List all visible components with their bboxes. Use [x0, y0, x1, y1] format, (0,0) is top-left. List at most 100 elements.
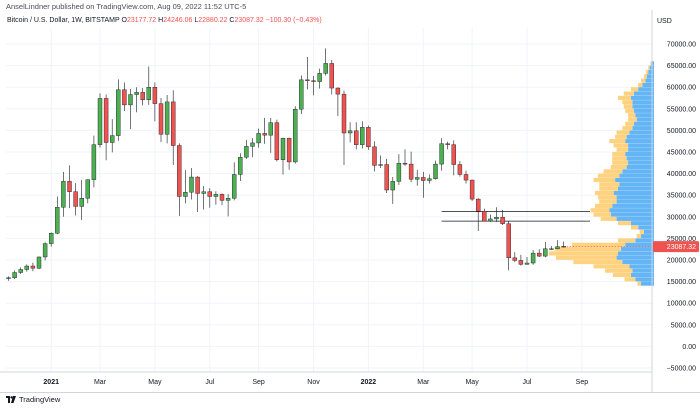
volume-profile-down-bar: [615, 134, 627, 139]
volume-profile-down-bar: [594, 190, 614, 195]
candle-body: [299, 79, 304, 110]
volume-profile-up-bar: [648, 69, 654, 75]
time-tick-label: May: [148, 379, 162, 386]
candle: [482, 208, 487, 222]
volume-profile-down-bar: [597, 195, 617, 200]
candle: [372, 141, 377, 172]
time-axis[interactable]: 2021 Mar May Jul Sep Nov 2022 Mar May Jul Sep: [0, 371, 652, 386]
candle-body: [354, 130, 359, 145]
candle: [293, 106, 298, 164]
volume-profile-up-bar: [641, 281, 654, 286]
candle: [317, 68, 322, 89]
volume-profile-up-bar: [646, 74, 654, 79]
candle-body: [85, 179, 91, 199]
candle-body: [323, 63, 328, 74]
volume-profile-down-bar: [636, 234, 642, 239]
candle: [79, 180, 84, 220]
price-tick-label: 45000.00: [667, 150, 696, 157]
candle-body: [500, 217, 505, 224]
candle-body: [378, 164, 383, 166]
volume-profile-up-bar: [638, 87, 654, 92]
candle: [512, 252, 517, 263]
candle: [280, 137, 286, 175]
candle: [390, 177, 395, 204]
candle-body: [280, 137, 286, 160]
price-chart[interactable]: USD −5000.00 0.00 5000.00 10000.00 15000.00 2…: [0, 0, 700, 392]
candle-body: [262, 133, 267, 136]
candle-body: [537, 252, 542, 257]
candle: [469, 179, 475, 201]
volume-profile-down-bar: [650, 61, 652, 66]
price-tick-label: 20000.00: [667, 258, 696, 265]
candle: [274, 119, 280, 162]
candle-body: [543, 248, 548, 257]
volume-profile-up-bar: [616, 216, 654, 221]
candle-body: [427, 178, 432, 181]
publisher-line: AnselLindner published on TradingView.co…: [6, 2, 247, 11]
candle-body: [97, 98, 103, 145]
candle-body: [189, 176, 194, 193]
price-tick-label: 65000.00: [667, 63, 696, 70]
candle-body: [158, 103, 164, 135]
price-axis[interactable]: USD −5000.00 0.00 5000.00 10000.00 15000.00 2…: [651, 10, 696, 392]
volume-profile-down-bar: [593, 177, 616, 183]
candle: [238, 153, 243, 181]
volume-profile-down-bar: [594, 203, 613, 208]
symbol-title: Bitcoin / U.S. Dollar, 1W, BITSTAMP: [7, 17, 120, 24]
price-tick-label: 55000.00: [667, 106, 696, 113]
candle: [445, 141, 450, 150]
candle-body: [49, 233, 54, 244]
candle-body: [30, 265, 36, 269]
candle: [128, 88, 133, 130]
candle-body: [6, 277, 11, 279]
tradingview-logo-icon[interactable]: [6, 396, 16, 403]
time-tick-label: May: [465, 379, 479, 386]
candle-body: [366, 127, 371, 148]
volume-profile-up-bar: [609, 208, 654, 213]
candle-body: [225, 198, 231, 201]
volume-profile-up-bar: [622, 169, 654, 174]
candle: [103, 94, 109, 161]
candle-body: [231, 174, 237, 199]
change-value: −100.30 (−0.43%): [265, 17, 322, 24]
low-value: 22880.22: [198, 17, 228, 24]
candle: [384, 158, 389, 194]
candle-body: [555, 246, 560, 249]
candle: [561, 241, 566, 248]
candle: [225, 193, 231, 217]
tradingview-brand[interactable]: TradingView: [19, 395, 61, 404]
candle-body: [18, 269, 23, 273]
candle: [201, 186, 206, 210]
volume-profile-down-bar: [625, 108, 634, 113]
time-tick-label: Jul: [205, 379, 214, 386]
candle: [439, 138, 444, 171]
candle: [286, 137, 292, 170]
volume-profile-up-bar: [645, 78, 654, 83]
candle-body: [347, 130, 353, 134]
volume-profile-down-bar: [648, 65, 650, 70]
candle: [354, 122, 359, 150]
volume-profile-down-bar: [624, 277, 636, 282]
volume-profile-down-bar: [597, 173, 620, 178]
candle-body: [433, 163, 438, 179]
volume-profile-down-bar: [605, 268, 633, 273]
price-tick-label: 25000.00: [667, 236, 696, 243]
candle-body: [457, 164, 463, 175]
volume-profile-up-bar: [630, 221, 654, 226]
currency-label: USD: [657, 18, 672, 25]
volume-profile-up-bar: [635, 277, 654, 282]
time-tick-label: Jul: [523, 379, 532, 386]
volume-profile-down-bar: [630, 225, 639, 230]
candle: [36, 256, 42, 270]
volume-profile-up-bar: [638, 225, 654, 230]
price-tick-label: 35000.00: [667, 193, 696, 200]
volume-profile-up-bar: [632, 268, 654, 273]
candle: [463, 170, 469, 184]
candle-body: [329, 63, 334, 89]
candle-body: [134, 92, 139, 95]
volume-profile-down-bar: [590, 208, 610, 213]
candle-body: [170, 101, 176, 146]
candle: [244, 139, 249, 159]
candle: [213, 191, 219, 205]
candle: [164, 94, 170, 144]
